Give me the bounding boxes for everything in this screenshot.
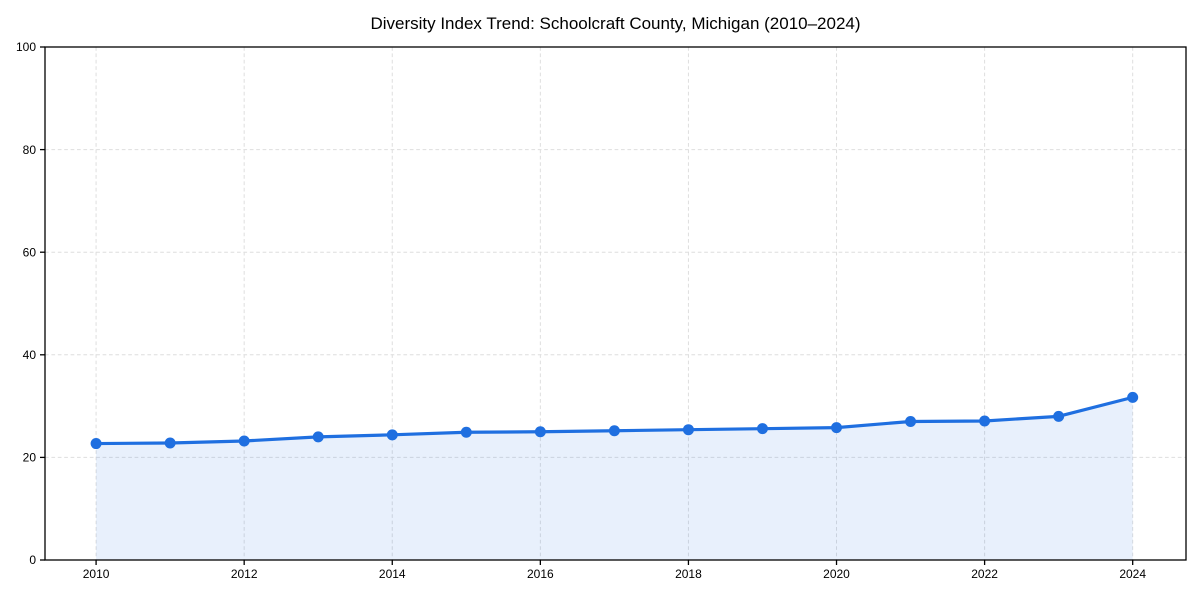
x-tick-label: 2024 [1119,567,1146,581]
y-tick-label: 40 [23,348,37,362]
data-point-2021 [905,415,917,427]
x-tick-label: 2014 [379,567,406,581]
data-point-2024 [1127,391,1139,403]
data-point-2012 [238,435,250,447]
data-point-2014 [386,429,398,441]
y-axis: 0 20 40 60 80 100 [16,40,45,567]
data-point-2018 [682,424,694,436]
data-point-2016 [534,426,546,438]
y-tick-label: 20 [23,451,37,465]
data-point-2015 [460,426,472,438]
data-points [90,391,1139,450]
area-fill [96,397,1133,560]
y-tick-label: 60 [23,245,37,259]
x-tick-label: 2018 [675,567,702,581]
x-tick-label: 2022 [971,567,998,581]
data-point-2023 [1053,410,1065,422]
x-tick-label: 2020 [823,567,850,581]
x-tick-label: 2016 [527,567,554,581]
data-point-2017 [608,425,620,437]
data-point-2013 [312,431,324,443]
data-point-2011 [164,437,176,449]
plot-frame [44,46,1187,561]
gridlines [45,47,1186,560]
data-point-2019 [756,423,768,435]
y-tick-label: 0 [29,553,36,567]
x-tick-label: 2012 [231,567,258,581]
data-point-2010 [90,438,102,450]
y-tick-label: 80 [23,143,37,157]
x-axis: 2010 2012 2014 2016 2018 2020 2022 2024 [83,560,1146,581]
data-point-2020 [831,422,843,434]
chart-title: Diversity Index Trend: Schoolcraft Count… [370,14,861,33]
y-tick-label: 100 [16,40,36,54]
x-tick-label: 2010 [83,567,110,581]
data-point-2022 [979,415,991,427]
